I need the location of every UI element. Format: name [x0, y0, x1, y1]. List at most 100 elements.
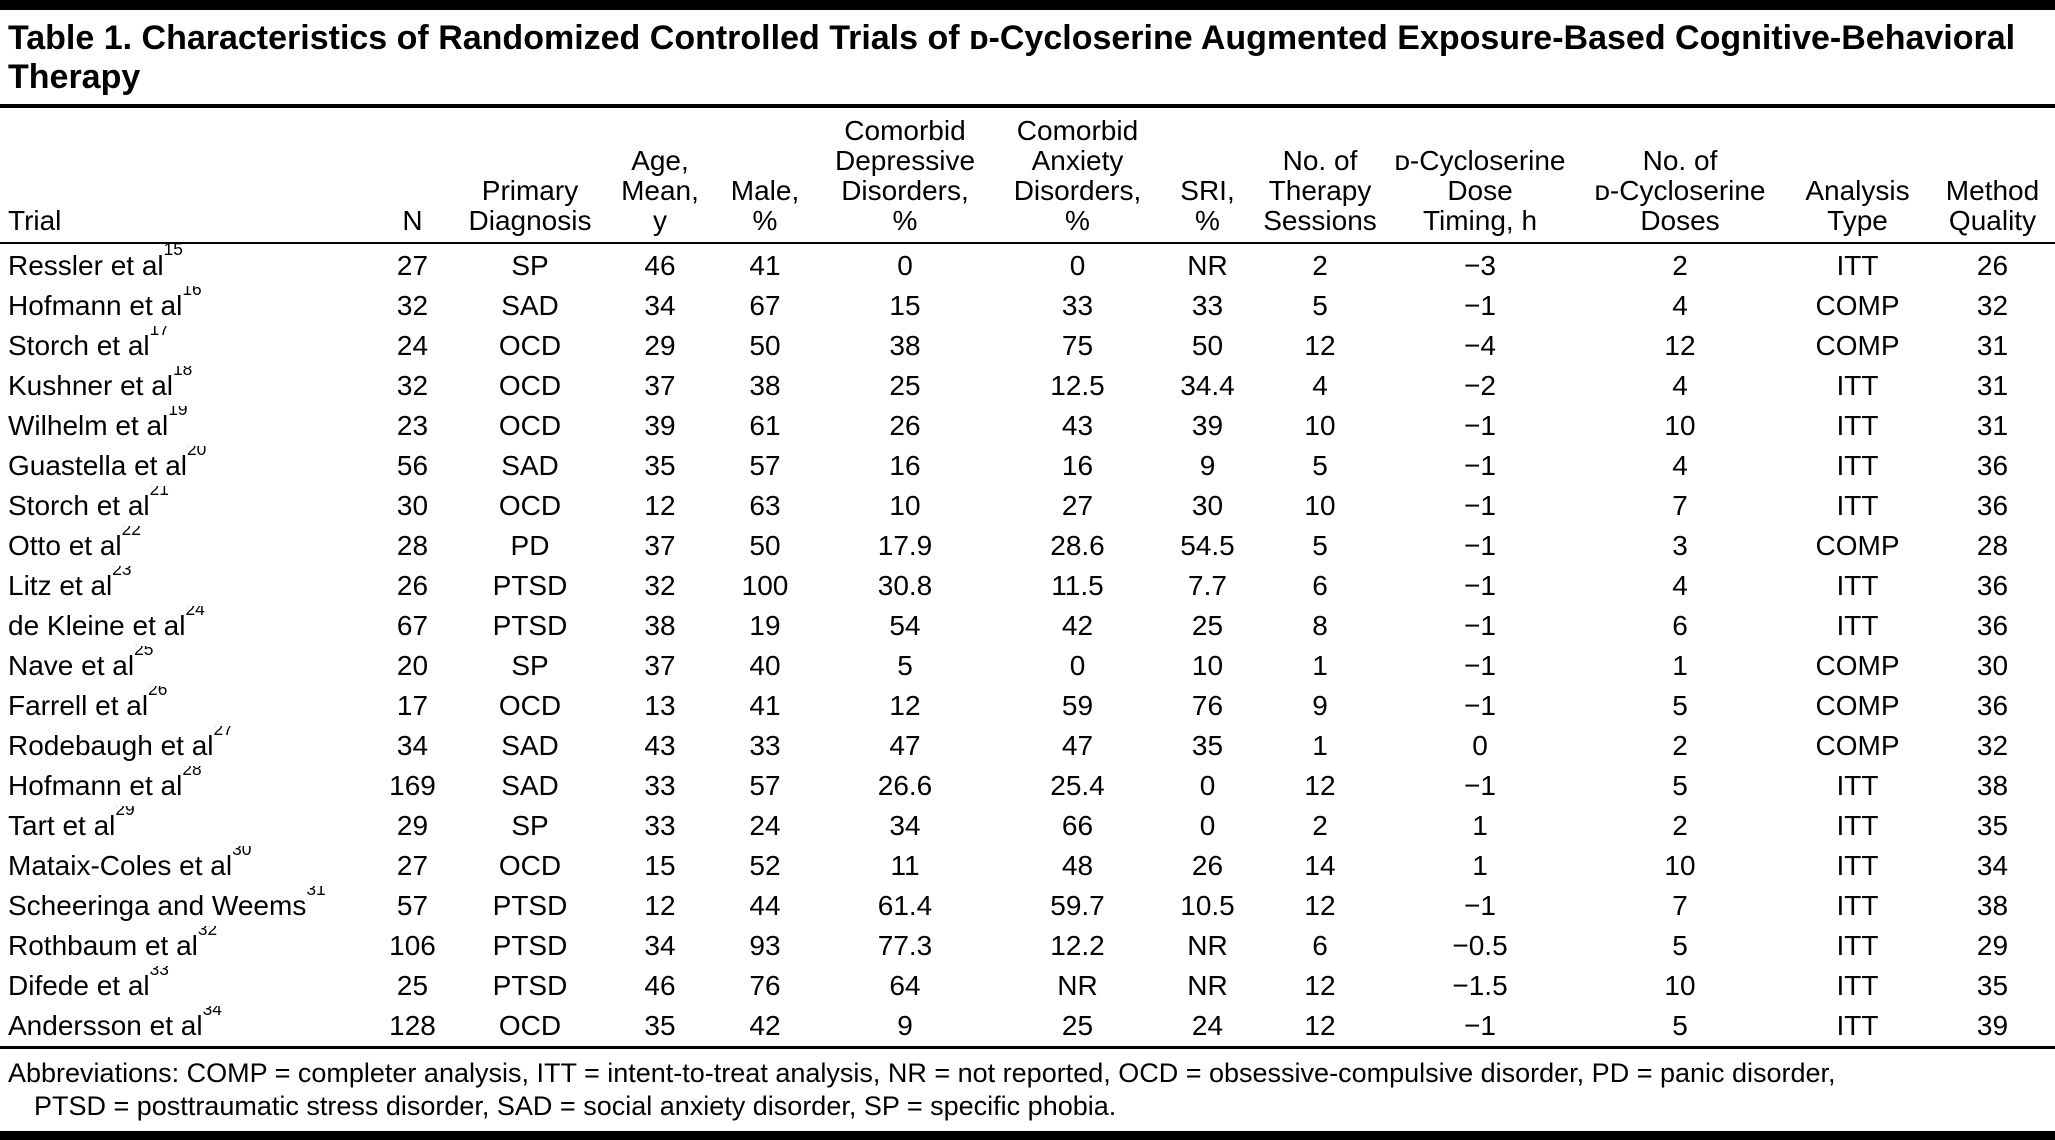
cell-n: 128	[389, 1010, 436, 1041]
cell-n: 25	[396, 970, 429, 1001]
cell-analysis-type: ITT	[1836, 250, 1879, 281]
reference-superscript: 21	[149, 486, 169, 500]
cell-no-of-dcycloserine-doses: 5	[1672, 770, 1688, 801]
cell-no-of-dcycloserine-doses: 2	[1672, 810, 1688, 841]
cell-comorbid-depressive-disorders-pct: 64	[889, 970, 921, 1001]
cell-primary-diagnosis: OCD	[498, 850, 562, 881]
cell-primary-diagnosis: SP	[511, 250, 549, 281]
cell-age-mean-y: 35	[644, 450, 676, 481]
cell-no-of-dcycloserine-doses: 10	[1664, 410, 1696, 441]
cell-comorbid-depressive-disorders-pct: 26.6	[877, 770, 933, 801]
cell-analysis-type: ITT	[1836, 1010, 1879, 1041]
cell-no-of-therapy-sessions: 2	[1312, 250, 1328, 281]
cell-primary-diagnosis: SP	[511, 810, 549, 841]
table-row: Litz et al23 26 PTSD 32 100 30.8 11.5 7.7 6 −1 4 IT…	[0, 566, 2055, 606]
cell-no-of-dcycloserine-doses: 6	[1672, 610, 1688, 641]
cell-no-of-therapy-sessions: 6	[1312, 930, 1328, 961]
cell-comorbid-anxiety-disorders-pct: 0	[1069, 650, 1086, 681]
reference-superscript: 33	[149, 966, 169, 980]
cell-primary-diagnosis: PTSD	[492, 970, 568, 1001]
reference-superscript: 19	[168, 406, 188, 420]
column-header-method-quality: Method Quality	[1930, 108, 2055, 244]
bottom-rule	[0, 1131, 2055, 1140]
cell-no-of-therapy-sessions: 10	[1304, 410, 1336, 441]
cell-primary-diagnosis: SAD	[501, 450, 559, 481]
cell-sri-pct: 10.5	[1180, 890, 1235, 921]
trial-name-cell: Otto et al22	[0, 526, 370, 566]
cell-n: 17	[396, 690, 429, 721]
cell-comorbid-depressive-disorders-pct: 61.4	[877, 890, 933, 921]
cell-male-pct: 44	[749, 890, 781, 921]
trial-name-cell: Mataix-Coles et al30	[0, 846, 370, 886]
cell-comorbid-depressive-disorders-pct: 17.9	[877, 530, 933, 561]
cell-no-of-therapy-sessions: 5	[1312, 530, 1328, 561]
cell-sri-pct: 39	[1191, 410, 1224, 441]
cell-method-quality: 35	[1976, 970, 2009, 1001]
reference-superscript: 17	[149, 326, 169, 340]
cell-no-of-therapy-sessions: 12	[1304, 970, 1336, 1001]
table-row: Hofmann et al16 32 SAD 34 67 15 33 33 5 −1 4 COMP 32	[0, 286, 2055, 326]
cell-no-of-dcycloserine-doses: 3	[1672, 530, 1688, 561]
trial-name-cell: de Kleine et al24	[0, 606, 370, 646]
cell-analysis-type: ITT	[1836, 850, 1879, 881]
cell-no-of-therapy-sessions: 12	[1304, 890, 1336, 921]
trial-name-cell: Wilhelm et al19	[0, 406, 370, 446]
cell-dcycloserine-dose-timing-h: −1	[1464, 650, 1496, 681]
cell-no-of-therapy-sessions: 14	[1304, 850, 1336, 881]
cell-analysis-type: COMP	[1815, 650, 1900, 681]
table-row: Storch et al21 30 OCD 12 63 10 27 30 10 −1 7 ITT 36	[0, 486, 2055, 526]
cell-male-pct: 57	[749, 450, 781, 481]
table-row: Difede et al33 25 PTSD 46 76 64 NR NR 12 −1.5 10 IT…	[0, 966, 2055, 1006]
table-title: Table 1. Characteristics of Randomized C…	[8, 19, 2016, 96]
cell-analysis-type: ITT	[1836, 450, 1879, 481]
cell-comorbid-depressive-disorders-pct: 34	[889, 810, 921, 841]
cell-n: 56	[396, 450, 429, 481]
cell-primary-diagnosis: PTSD	[492, 610, 568, 641]
cell-dcycloserine-dose-timing-h: −1	[1464, 490, 1496, 521]
cell-male-pct: 41	[749, 690, 781, 721]
cell-sri-pct: 0	[1199, 810, 1216, 841]
cell-male-pct: 38	[749, 370, 781, 401]
table-row: Guastella et al20 56 SAD 35 57 16 16 9 5 −1 4 ITT 36	[0, 446, 2055, 486]
cell-comorbid-anxiety-disorders-pct: 25.4	[1050, 770, 1105, 801]
table-row: Tart et al29 29 SP 33 24 34 66 0 2 1 2 ITT 35	[0, 806, 2055, 846]
title-divider-rule	[0, 104, 2055, 108]
trial-name-cell: Rothbaum et al32	[0, 926, 370, 966]
cell-n: 67	[396, 610, 429, 641]
cell-method-quality: 36	[1976, 610, 2009, 641]
cell-age-mean-y: 34	[644, 290, 676, 321]
cell-primary-diagnosis: OCD	[498, 1010, 562, 1041]
cell-sri-pct: 10	[1191, 650, 1224, 681]
cell-dcycloserine-dose-timing-h: −1	[1464, 570, 1496, 601]
cell-n: 23	[396, 410, 429, 441]
cell-comorbid-anxiety-disorders-pct: 27	[1061, 490, 1094, 521]
reference-superscript: 26	[148, 686, 168, 700]
cell-no-of-therapy-sessions: 12	[1304, 330, 1336, 361]
cell-primary-diagnosis: PTSD	[492, 570, 568, 601]
cell-method-quality: 26	[1976, 250, 2009, 281]
cell-dcycloserine-dose-timing-h: −1	[1464, 530, 1496, 561]
footnote-line-1: Abbreviations: COMP = completer analysis…	[8, 1058, 1836, 1088]
cell-primary-diagnosis: SAD	[501, 290, 559, 321]
cell-analysis-type: ITT	[1836, 370, 1879, 401]
footnote-divider-rule	[0, 1046, 2055, 1049]
cell-method-quality: 31	[1976, 370, 2009, 401]
table-row: Farrell et al26 17 OCD 13 41 12 59 76 9 −1 5 COMP 36	[0, 686, 2055, 726]
reference-superscript: 23	[112, 566, 132, 580]
cell-comorbid-depressive-disorders-pct: 11	[890, 850, 920, 881]
cell-sri-pct: 54.5	[1180, 530, 1235, 561]
reference-superscript: 28	[182, 766, 202, 780]
cell-method-quality: 36	[1976, 690, 2009, 721]
cell-analysis-type: ITT	[1836, 930, 1879, 961]
cell-comorbid-anxiety-disorders-pct: NR	[1057, 970, 1098, 1001]
cell-sri-pct: 33	[1191, 290, 1224, 321]
cell-no-of-dcycloserine-doses: 1	[1672, 650, 1688, 681]
cell-no-of-dcycloserine-doses: 10	[1664, 970, 1696, 1001]
cell-sri-pct: NR	[1187, 250, 1228, 281]
column-header-no-of-therapy-sessions: No. of Therapy Sessions	[1255, 108, 1385, 244]
cell-male-pct: 41	[749, 250, 781, 281]
cell-comorbid-anxiety-disorders-pct: 43	[1061, 410, 1094, 441]
cell-primary-diagnosis: SAD	[501, 770, 559, 801]
top-rule	[0, 0, 2055, 10]
